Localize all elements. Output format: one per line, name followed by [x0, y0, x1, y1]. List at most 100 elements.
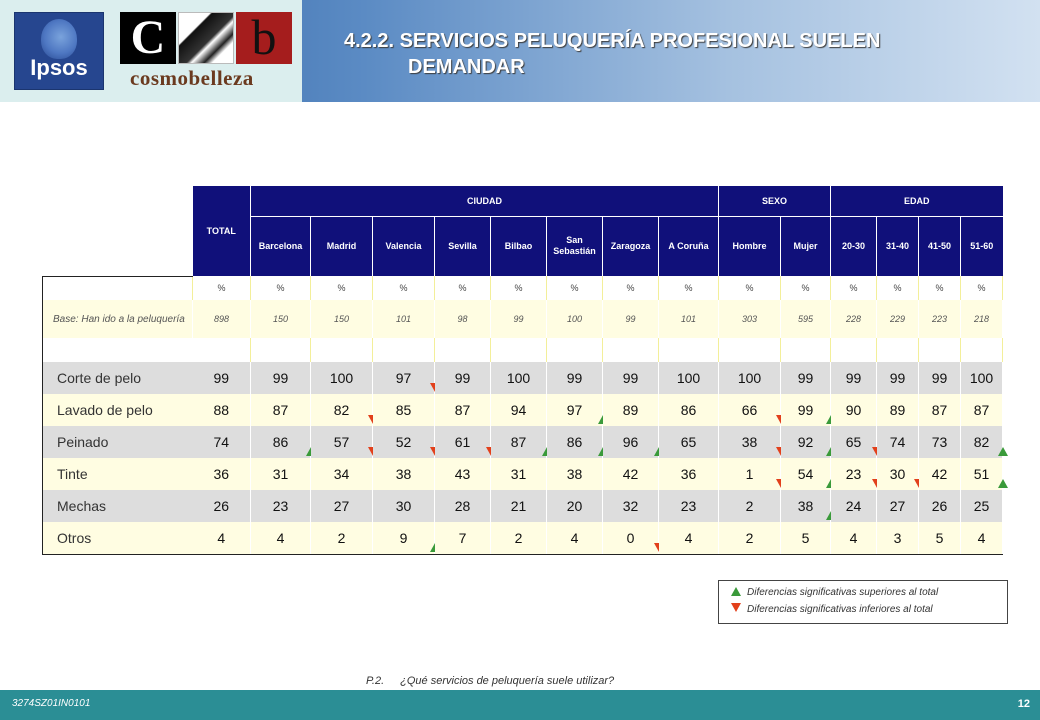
value-text: 42 — [622, 466, 639, 482]
value-cell: 99 — [192, 362, 251, 394]
value-text: 100 — [737, 370, 762, 386]
blank-cell — [192, 338, 251, 362]
row-label: Corte de pelo — [42, 362, 193, 394]
value-text: 51 — [973, 466, 990, 482]
value-text: 0 — [626, 529, 635, 546]
value-cell: 99 — [602, 362, 659, 394]
value-cell: 97 — [546, 394, 608, 426]
value-cell: 89 — [876, 394, 919, 426]
value-text: 30 — [889, 466, 906, 482]
blank-cell — [960, 338, 1003, 362]
base-value: 218 — [960, 300, 1003, 338]
row-label: Peinado — [42, 426, 193, 458]
value-cell: 2 — [718, 490, 781, 522]
value-text: 82 — [333, 402, 350, 418]
value-cell: 43 — [434, 458, 491, 490]
value-cell: 90 — [830, 394, 877, 426]
percent-cell: % — [658, 276, 719, 300]
value-text: 4 — [570, 529, 579, 546]
value-cell: 61 — [434, 426, 496, 458]
column-header: Sevilla — [434, 215, 491, 276]
value-cell: 21 — [490, 490, 547, 522]
value-text: 4 — [977, 529, 986, 546]
percent-cell: % — [250, 276, 311, 300]
table-corner — [42, 186, 193, 216]
value-text: 86 — [566, 434, 583, 450]
value-cell: 25 — [960, 490, 1003, 522]
table-row: Corte de pelo 99 99 100 97 99 100 99 99 100 100 99 9… — [42, 362, 1003, 394]
base-value: 229 — [876, 300, 919, 338]
value-text: 65 — [845, 434, 862, 450]
base-value: 228 — [830, 300, 877, 338]
value-cell: 99 — [780, 362, 831, 394]
value-text: 38 — [566, 466, 583, 482]
legend-down: Diferencias significativas inferiores al… — [731, 603, 933, 615]
legend-up: Diferencias significativas superiores al… — [731, 587, 938, 598]
total-header: TOTAL — [192, 186, 251, 276]
value-text: 26 — [213, 498, 230, 514]
value-text: 96 — [622, 434, 639, 450]
column-header: 20-30 — [830, 215, 877, 276]
value-cell: 4 — [546, 522, 603, 555]
page-title: 4.2.2. SERVICIOS PELUQUERÍA PROFESIONAL … — [344, 28, 1024, 80]
value-text: 28 — [454, 498, 471, 514]
value-cell: 54 — [780, 458, 836, 490]
base-value: 898 — [192, 300, 251, 338]
value-cell: 31 — [490, 458, 547, 490]
value-text: 27 — [889, 498, 906, 514]
value-cell: 87 — [918, 394, 961, 426]
value-text: 3 — [893, 529, 902, 546]
percent-cell: % — [830, 276, 877, 300]
base-value: 101 — [658, 300, 719, 338]
column-header: Mujer — [780, 215, 831, 276]
value-cell: 1 — [718, 458, 786, 490]
value-text: 23 — [845, 466, 862, 482]
column-header: 31-40 — [876, 215, 919, 276]
value-cell: 24 — [830, 490, 877, 522]
question-code: P.2. — [366, 675, 385, 687]
value-text: 4 — [684, 529, 693, 546]
value-cell: 99 — [918, 362, 961, 394]
cosmobelleza-logo: C b cosmobelleza — [120, 12, 292, 90]
value-text: 99 — [797, 402, 814, 418]
group-sexo: SEXO — [718, 186, 831, 216]
value-text: 38 — [797, 498, 814, 514]
value-text: 88 — [213, 402, 230, 418]
value-text: 52 — [395, 434, 412, 450]
percent-cell: % — [434, 276, 491, 300]
table-row: Peinado 74 86 57 52 61 87 86 96 65 38 92 65 74 73 82 — [42, 426, 1008, 458]
value-text: 99 — [566, 370, 583, 386]
value-text: 82 — [973, 434, 990, 450]
value-cell: 92 — [780, 426, 836, 458]
value-text: 90 — [845, 402, 862, 418]
value-cell: 86 — [250, 426, 316, 458]
percent-cell: % — [310, 276, 373, 300]
value-text: 38 — [741, 434, 758, 450]
value-text: 87 — [510, 434, 527, 450]
value-cell: 82 — [960, 426, 1008, 458]
value-cell: 23 — [250, 490, 311, 522]
value-cell: 85 — [372, 394, 435, 426]
page-title-line1: 4.2.2. SERVICIOS PELUQUERÍA PROFESIONAL … — [344, 30, 881, 52]
value-cell: 100 — [490, 362, 547, 394]
column-header: San Sebastián — [546, 215, 603, 276]
value-cell: 36 — [658, 458, 719, 490]
value-text: 36 — [213, 466, 230, 482]
value-text: 32 — [622, 498, 639, 514]
page-number: 12 — [1017, 698, 1030, 710]
base-value: 98 — [434, 300, 491, 338]
value-cell: 87 — [960, 394, 1003, 426]
value-cell: 74 — [192, 426, 251, 458]
table-row: Lavado de pelo 88 87 82 85 87 94 97 89 86 66 99 90 89… — [42, 394, 1003, 426]
base-value: 100 — [546, 300, 603, 338]
value-text: 4 — [849, 529, 858, 546]
value-text: 87 — [454, 402, 471, 418]
blank-cell — [780, 338, 831, 362]
value-cell: 3 — [876, 522, 919, 555]
legend: Diferencias significativas superiores al… — [718, 580, 1008, 624]
value-text: 99 — [272, 370, 289, 386]
blank-row-label — [42, 338, 193, 362]
value-cell: 87 — [490, 426, 552, 458]
value-cell: 36 — [192, 458, 251, 490]
value-text: 86 — [272, 434, 289, 450]
